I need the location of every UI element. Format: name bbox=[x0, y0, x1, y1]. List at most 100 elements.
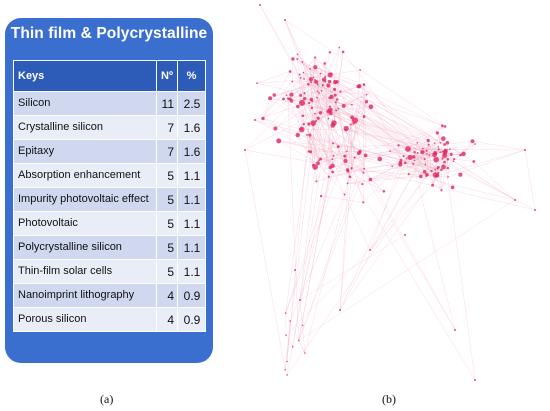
network-edge bbox=[259, 4, 300, 75]
network-edge bbox=[292, 58, 305, 99]
network-edge bbox=[428, 144, 439, 148]
table-row: Epitaxy 7 1.6 bbox=[13, 139, 206, 164]
network-node bbox=[377, 156, 383, 162]
percent-cell: 1.6 bbox=[177, 115, 206, 140]
network-edge bbox=[454, 143, 476, 160]
network-edge bbox=[309, 134, 346, 162]
network-edge bbox=[284, 19, 309, 85]
network-edge bbox=[309, 68, 321, 74]
network-edge bbox=[328, 111, 411, 158]
network-edge bbox=[278, 140, 339, 147]
network-node bbox=[364, 99, 369, 104]
network-edge bbox=[302, 57, 316, 116]
network-node bbox=[329, 105, 331, 108]
count-cell: 4 bbox=[156, 283, 178, 308]
network-node bbox=[327, 79, 332, 84]
network-edge bbox=[278, 140, 333, 173]
network-node bbox=[435, 131, 439, 135]
network-node bbox=[333, 79, 336, 82]
network-edge bbox=[363, 164, 401, 203]
network-node bbox=[350, 115, 354, 120]
network-node bbox=[298, 339, 300, 342]
network-node bbox=[459, 154, 462, 157]
network-node bbox=[328, 165, 332, 170]
network-edge bbox=[338, 144, 429, 147]
network-node bbox=[412, 162, 415, 165]
network-edge bbox=[424, 169, 442, 172]
network-edge bbox=[299, 299, 306, 354]
network-node bbox=[514, 199, 516, 201]
network-edge bbox=[339, 144, 429, 311]
network-edge bbox=[300, 95, 312, 100]
network-edge bbox=[328, 102, 336, 177]
network-node bbox=[440, 136, 446, 141]
network-node bbox=[288, 70, 292, 73]
network-edge bbox=[292, 81, 341, 92]
network-edge bbox=[359, 85, 441, 143]
network-node bbox=[296, 104, 300, 109]
network-edge bbox=[354, 101, 367, 121]
network-node bbox=[439, 141, 442, 144]
count-cell: 5 bbox=[156, 211, 178, 236]
network-node bbox=[268, 96, 273, 101]
network-node bbox=[319, 72, 322, 75]
network-node bbox=[534, 209, 536, 211]
network-edge bbox=[331, 96, 352, 105]
network-edge bbox=[304, 98, 331, 107]
percent-cell: 2.5 bbox=[177, 91, 206, 116]
network-edge bbox=[290, 194, 345, 322]
network-node bbox=[389, 150, 391, 152]
network-node bbox=[343, 158, 348, 164]
network-edge bbox=[304, 93, 331, 168]
network-edge bbox=[447, 154, 452, 178]
network-node bbox=[309, 67, 311, 70]
network-edge bbox=[287, 98, 299, 341]
table-row: Thin-film solar cells 5 1.1 bbox=[13, 259, 206, 284]
network-edge bbox=[285, 151, 348, 314]
network-node bbox=[365, 93, 368, 96]
table-row: Crystalline silicon 7 1.6 bbox=[13, 115, 206, 140]
network-edge bbox=[444, 155, 476, 381]
network-edge bbox=[306, 109, 331, 136]
network-edge bbox=[259, 4, 313, 102]
network-node bbox=[315, 180, 318, 183]
network-node bbox=[446, 157, 450, 161]
network-node bbox=[292, 345, 294, 348]
network-edge bbox=[317, 84, 456, 331]
network-node bbox=[416, 141, 419, 144]
network-edge bbox=[284, 19, 446, 127]
network-node bbox=[454, 329, 456, 331]
network-node bbox=[312, 163, 315, 167]
network-node bbox=[331, 158, 334, 160]
network-node bbox=[296, 53, 299, 56]
network-node bbox=[472, 160, 476, 163]
network-node bbox=[324, 80, 327, 83]
network-node bbox=[338, 46, 341, 49]
network-node bbox=[441, 157, 444, 160]
network-edge bbox=[262, 98, 291, 119]
network-node bbox=[450, 185, 455, 190]
network-edge bbox=[347, 169, 449, 178]
network-node bbox=[346, 150, 348, 153]
network-node bbox=[307, 150, 310, 153]
network-node bbox=[343, 125, 349, 132]
network-node bbox=[361, 183, 364, 186]
network-edge bbox=[308, 151, 334, 156]
network-node bbox=[306, 83, 310, 86]
network-node bbox=[474, 379, 476, 381]
network-node bbox=[273, 126, 278, 131]
network-edge bbox=[389, 150, 432, 172]
network-edge bbox=[285, 135, 311, 314]
network-node bbox=[474, 143, 476, 145]
network-node bbox=[321, 77, 327, 82]
keywords-card: Thin film & Polycrystalline Keys Nº % Si… bbox=[5, 18, 213, 363]
network-edge bbox=[398, 145, 427, 151]
network-node bbox=[422, 169, 427, 174]
network-node bbox=[399, 158, 403, 162]
network-node bbox=[391, 165, 394, 168]
keyword-network-graph bbox=[244, 4, 536, 381]
network-node bbox=[289, 92, 294, 97]
network-node bbox=[310, 81, 312, 84]
network-node bbox=[329, 111, 333, 116]
header-keys: Keys bbox=[13, 60, 157, 92]
